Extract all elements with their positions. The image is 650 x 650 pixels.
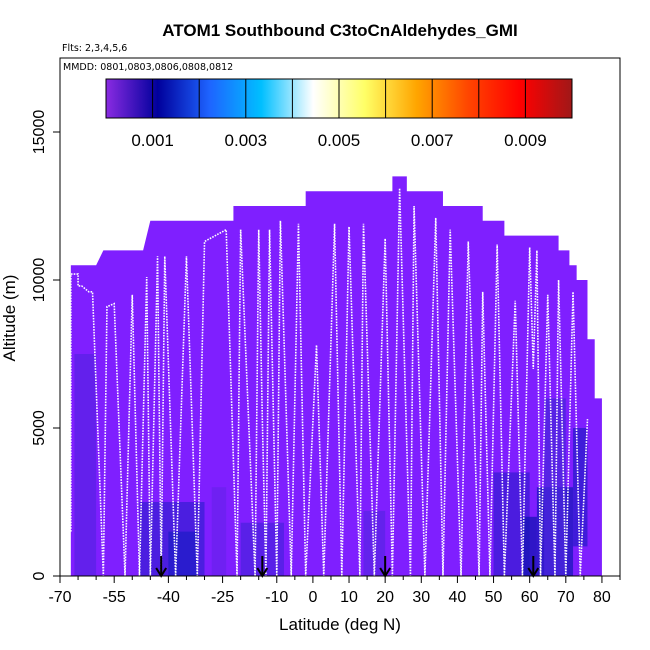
flights-label: Flts: 2,3,4,5,6 [62,43,127,54]
heatmap-cell [544,398,566,576]
x-tick-label: 0 [308,589,317,606]
colorbar-tick-label: 0.007 [411,131,454,150]
x-tick-label: 50 [485,589,503,606]
x-tick-label: 80 [593,589,611,606]
x-tick-label: 40 [449,589,467,606]
heatmap-cell [168,531,198,576]
heatmap-cell [363,510,386,576]
x-tick-label: 10 [340,589,358,606]
colorbar [105,78,573,119]
x-tick-label: -70 [48,589,71,606]
x-tick-label: -10 [265,589,288,606]
colorbar-tick-label: 0.009 [504,131,547,150]
x-tick-label: -40 [157,589,180,606]
y-tick-label: 0 [31,571,48,580]
y-axis: 0 5000 10000 15000 [31,110,60,580]
heatmap-field [70,176,602,576]
y-tick-label: 15000 [31,110,48,155]
x-tick-label: -25 [211,589,234,606]
colorbar-tick-label: 0.005 [318,131,361,150]
y-axis-label: Altitude (m) [0,275,19,362]
x-tick-label: 60 [521,589,539,606]
x-tick-label: 70 [557,589,575,606]
x-axis: -70 -55 -40 -25 -10 0 10 20 30 40 50 60 70 80 [48,575,621,606]
x-tick-label: 20 [376,589,394,606]
colorbar-tick-label: 0.001 [131,131,174,150]
x-tick-label: -55 [103,589,126,606]
y-tick-label: 5000 [31,410,48,446]
y-tick-label: 10000 [31,258,48,303]
x-axis-label: Latitude (deg N) [279,615,401,634]
x-tick-label: 30 [412,589,430,606]
heatmap-cell [211,487,227,576]
colorbar-tick-labels: 0.001 0.003 0.005 0.007 0.009 [131,131,546,150]
heatmap-cell [522,516,537,576]
heatmap-cell [74,354,97,576]
chart-title: ATOM1 Southbound C3toCnAldehydes_GMI [162,21,517,40]
heatmap-cell [573,428,588,547]
dates-label: MMDD: 0801,0803,0806,0808,0812 [63,62,233,73]
colorbar-tick-label: 0.003 [225,131,268,150]
